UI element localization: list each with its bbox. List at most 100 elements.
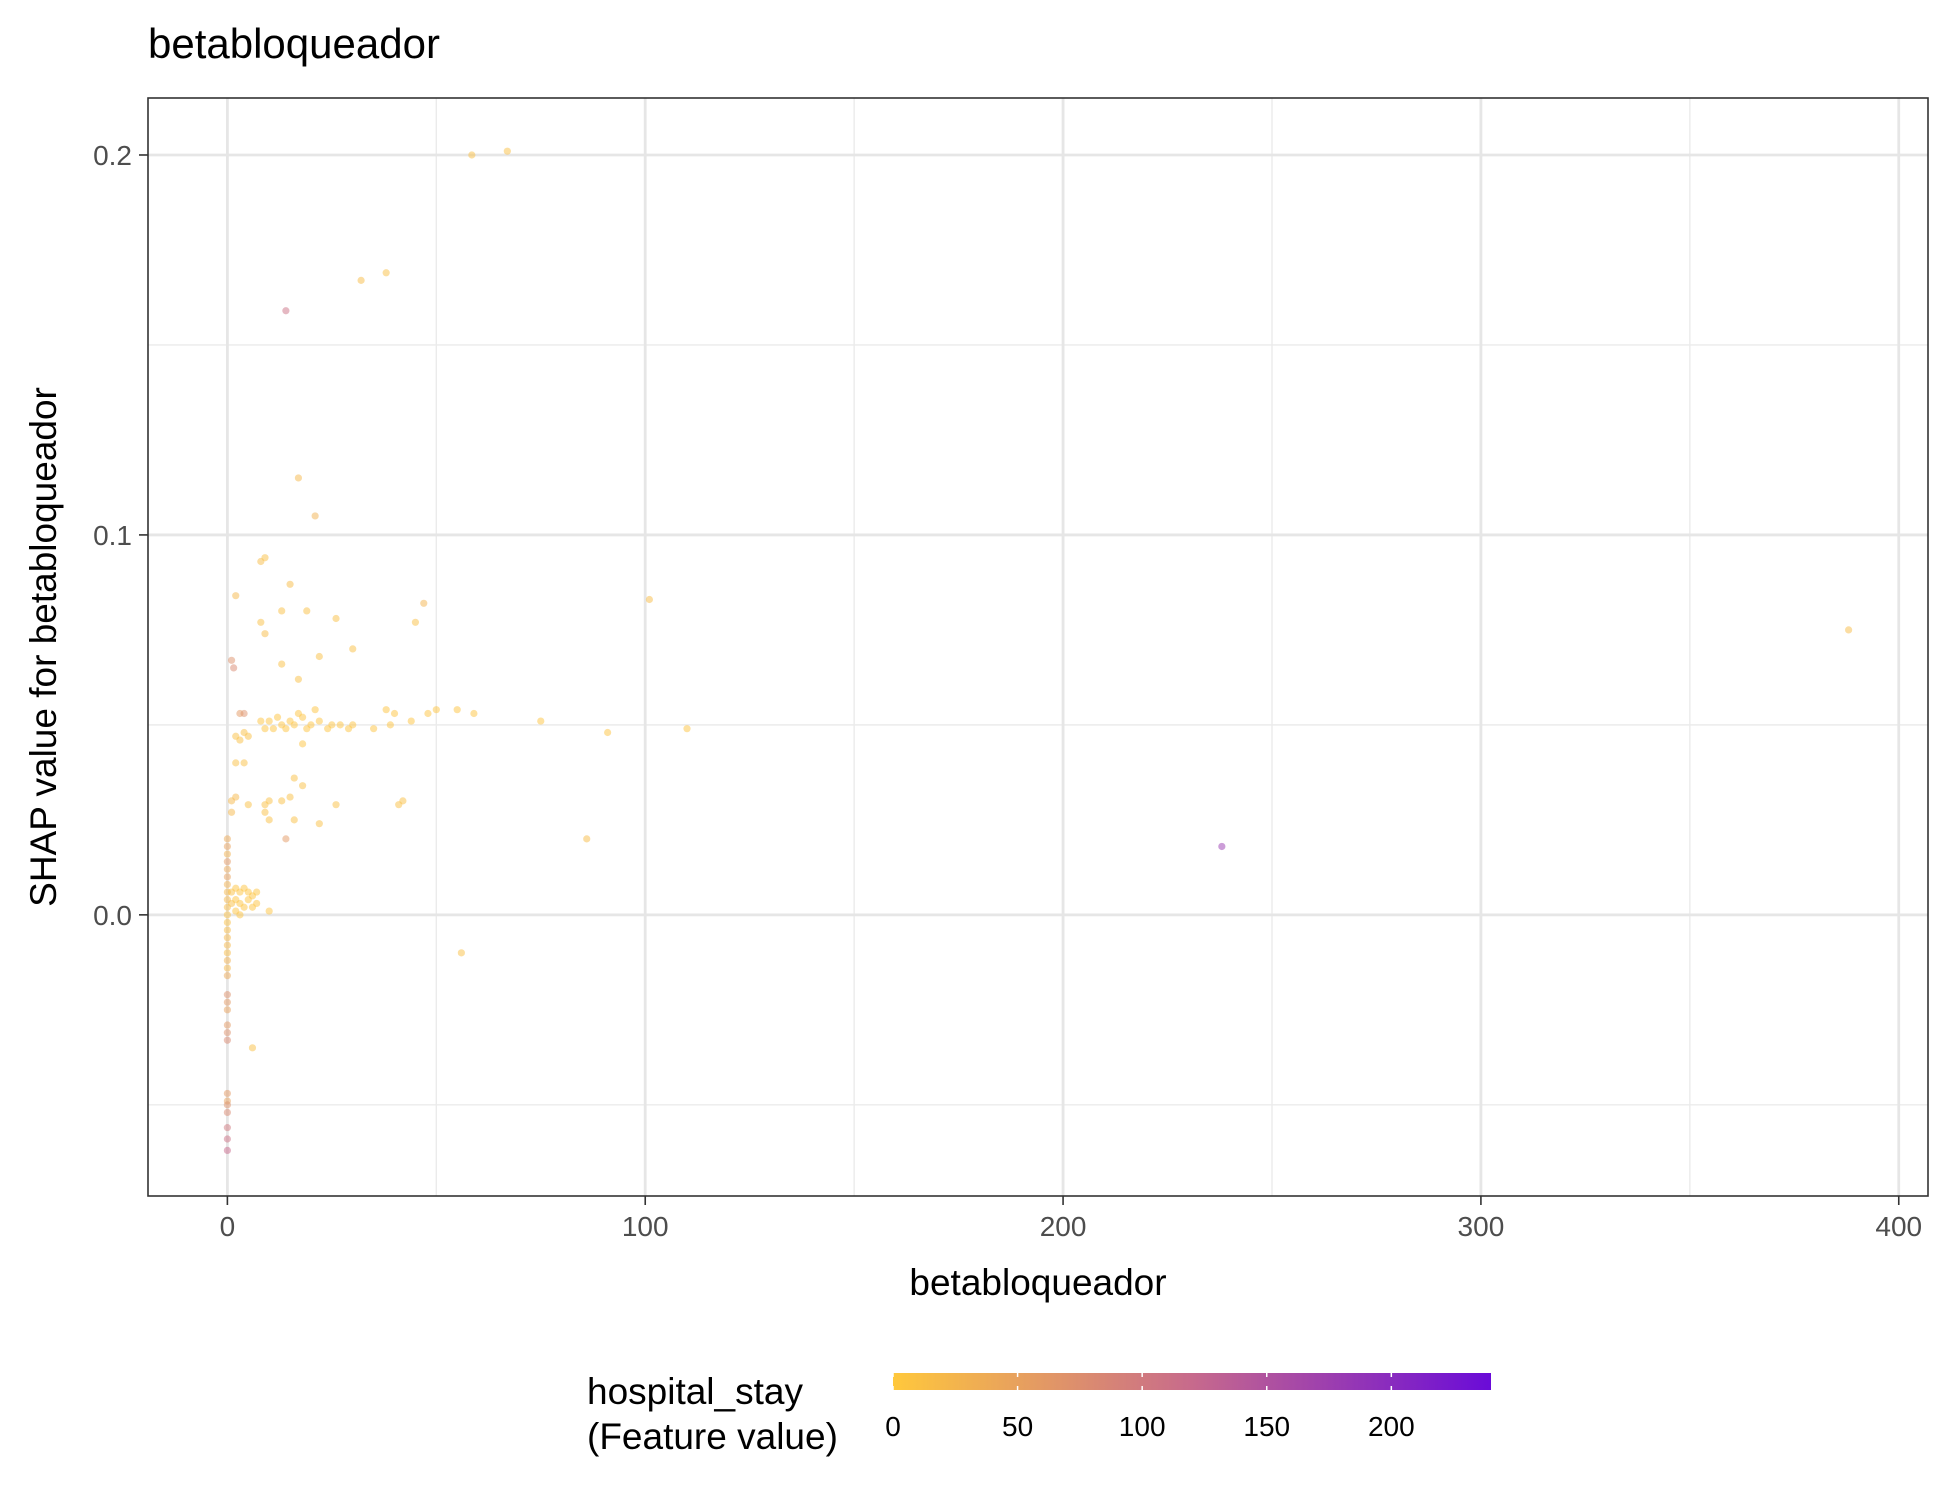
scatter-point: [336, 721, 344, 729]
scatter-point: [315, 717, 323, 725]
scatter-point: [604, 728, 612, 737]
scatter-point: [223, 1006, 231, 1014]
scatter-point: [332, 614, 340, 623]
legend-tick-label: 50: [1002, 1411, 1033, 1442]
x-tick-label: 100: [622, 1211, 669, 1242]
scatter-point: [261, 725, 269, 733]
scatter-point: [315, 652, 323, 661]
scatter-points: [223, 147, 1853, 1155]
scatter-point: [236, 736, 244, 744]
chart-title: betabloqueador: [148, 20, 440, 67]
scatter-point: [282, 307, 290, 315]
scatter-point: [282, 835, 290, 843]
scatter-point: [303, 607, 311, 615]
scatter-point: [1845, 626, 1853, 634]
scatter-point: [253, 899, 261, 908]
scatter-point: [290, 774, 298, 782]
scatter-point: [583, 835, 591, 843]
scatter-point: [395, 801, 403, 809]
scatter-point: [537, 717, 545, 725]
x-tick-label: 300: [1458, 1211, 1505, 1242]
legend-tick-label: 100: [1119, 1411, 1166, 1442]
scatter-point: [223, 998, 231, 1006]
scatter-point: [244, 801, 252, 809]
plot-panel: [148, 98, 1928, 1196]
scatter-point: [261, 808, 269, 816]
scatter-point: [299, 713, 307, 721]
scatter-point: [349, 645, 357, 653]
scatter-point: [265, 797, 273, 805]
scatter-point: [294, 675, 303, 683]
y-axis: 0.0 0.1 0.2: [93, 140, 148, 931]
scatter-point: [223, 956, 231, 965]
legend-colorbar: [893, 1373, 1491, 1390]
scatter-point: [357, 276, 365, 284]
scatter-point: [432, 706, 440, 714]
legend-ticks: 0 50 100 150 200: [885, 1373, 1415, 1442]
scatter-point: [470, 709, 478, 718]
scatter-point: [223, 1036, 231, 1044]
legend-tick-label: 150: [1243, 1411, 1290, 1442]
scatter-point: [269, 725, 277, 733]
scatter-point: [299, 782, 307, 790]
scatter-point: [223, 850, 231, 858]
scatter-point: [278, 607, 286, 615]
legend-tick-label: 0: [885, 1411, 901, 1442]
scatter-point: [370, 725, 378, 733]
scatter-point: [223, 972, 231, 980]
scatter-point: [236, 911, 244, 919]
scatter-point: [223, 1021, 231, 1029]
scatter-point: [290, 721, 298, 729]
scatter-point: [240, 709, 248, 718]
scatter-point: [311, 706, 319, 714]
x-tick-label: 200: [1040, 1211, 1087, 1242]
scatter-point: [503, 147, 511, 155]
scatter-point: [223, 835, 231, 843]
scatter-point: [286, 580, 294, 588]
scatter-point: [223, 941, 231, 949]
scatter-point: [290, 816, 298, 824]
scatter-point: [1218, 842, 1226, 851]
scatter-point: [273, 713, 282, 721]
scatter-point: [411, 618, 420, 626]
scatter-point: [299, 740, 307, 748]
scatter-point: [223, 1146, 231, 1155]
scatter-point: [390, 709, 399, 718]
scatter-point: [232, 793, 240, 801]
scatter-point: [230, 664, 238, 672]
scatter-point: [253, 888, 261, 896]
scatter-point: [223, 964, 231, 972]
scatter-point: [420, 599, 428, 607]
scatter-point: [223, 865, 231, 873]
scatter-point: [278, 797, 286, 805]
scatter-point: [223, 1089, 231, 1098]
scatter-point: [286, 793, 294, 801]
scatter-point: [223, 873, 231, 881]
scatter-point: [311, 512, 319, 520]
x-tick-label: 400: [1875, 1211, 1922, 1242]
scatter-point: [240, 759, 248, 767]
scatter-point: [223, 934, 231, 942]
scatter-point: [223, 858, 231, 866]
scatter-point: [261, 554, 269, 562]
scatter-point: [468, 151, 476, 159]
scatter-point: [407, 717, 415, 725]
scatter-point: [265, 907, 273, 915]
scatter-point: [223, 991, 231, 999]
y-axis-label: SHAP value for betabloqueador: [23, 387, 64, 907]
scatter-point: [223, 842, 231, 851]
scatter-point: [227, 656, 236, 664]
scatter-point: [244, 732, 252, 740]
scatter-point: [645, 595, 654, 604]
y-tick-label: 0.1: [93, 520, 132, 551]
scatter-point: [227, 808, 236, 816]
y-tick-label: 0.2: [93, 140, 132, 171]
scatter-point: [261, 630, 269, 638]
scatter-point: [282, 725, 290, 733]
scatter-point: [382, 706, 390, 714]
scatter-point: [223, 1108, 231, 1117]
scatter-point: [223, 1124, 231, 1132]
scatter-point: [453, 706, 461, 714]
legend-tick-label: 200: [1368, 1411, 1415, 1442]
